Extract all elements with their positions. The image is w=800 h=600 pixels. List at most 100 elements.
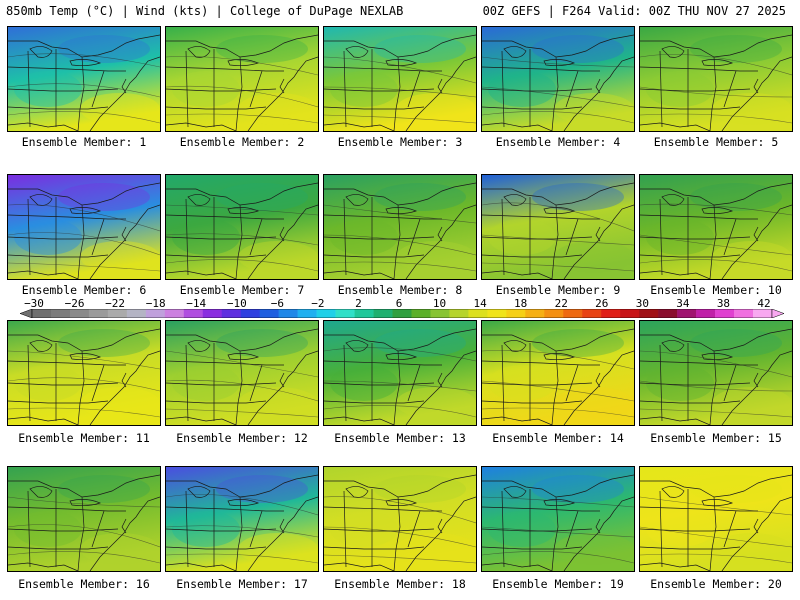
ensemble-member-label: Ensemble Member: 5: [653, 135, 779, 149]
colorbar-swatch: [506, 309, 526, 318]
colorbar-tick-label: 26: [595, 297, 609, 310]
ensemble-member-label: Ensemble Member: 10: [650, 283, 782, 297]
colorbar-swatch: [734, 309, 754, 318]
temperature-map: [324, 27, 476, 131]
colorbar-swatch: [297, 309, 317, 318]
colorbar-tick-label: 14: [473, 297, 487, 310]
ensemble-panel: [165, 466, 319, 572]
temperature-map: [324, 321, 476, 425]
ensemble-panel: [7, 26, 161, 132]
colorbar-tick-label: 18: [514, 297, 528, 310]
header-valid-time: 00Z GEFS | F264 Valid: 00Z THU NOV 27 20…: [482, 4, 786, 18]
colorbar-swatch: [658, 309, 678, 318]
ensemble-panel: [481, 174, 635, 280]
colorbar-tick-label: 42: [757, 297, 771, 310]
colorbar-tick-label: 22: [554, 297, 568, 310]
colorbar-tick-label: −18: [145, 297, 166, 310]
colorbar-swatch: [620, 309, 640, 318]
ensemble-member-label: Ensemble Member: 7: [179, 283, 305, 297]
colorbar-swatch: [202, 309, 223, 318]
temperature-map: [8, 175, 160, 279]
temperature-map: [8, 467, 160, 571]
colorbar-swatch: [278, 309, 298, 318]
colorbar-swatch: [696, 309, 716, 318]
colorbar-swatch: [525, 309, 545, 318]
ensemble-panel: [481, 466, 635, 572]
ensemble-member-label: Ensemble Member: 20: [650, 577, 782, 591]
temperature-map: [640, 467, 792, 571]
temperature-map: [166, 27, 318, 131]
colorbar-tick-label: 34: [676, 297, 690, 310]
colorbar-swatch: [69, 309, 90, 318]
ensemble-panel: [323, 320, 477, 426]
ensemble-panel: [323, 466, 477, 572]
colorbar-swatch: [468, 309, 488, 318]
colorbar-tick-label: 2: [355, 297, 362, 310]
temperature-map: [482, 321, 634, 425]
temperature-map: [166, 467, 318, 571]
colorbar-swatch: [753, 309, 773, 318]
colorbar-swatch: [221, 309, 242, 318]
temperature-map: [640, 27, 792, 131]
colorbar-swatch: [582, 309, 602, 318]
colorbar-tick-label: −22: [105, 297, 126, 310]
temperature-map: [324, 175, 476, 279]
colorbar-tick-label: 6: [395, 297, 403, 310]
temperature-map: [324, 467, 476, 571]
ensemble-panel: [481, 320, 635, 426]
ensemble-panel: [639, 26, 793, 132]
colorbar-tick-label: −10: [226, 297, 247, 310]
temperature-map: [482, 175, 634, 279]
colorbar-swatch: [449, 309, 469, 318]
colorbar-tick-label: 10: [432, 297, 447, 310]
ensemble-member-label: Ensemble Member: 9: [495, 283, 621, 297]
ensemble-panel: [639, 174, 793, 280]
colorbar-swatch: [373, 309, 393, 318]
ensemble-panel: [323, 174, 477, 280]
ensemble-member-label: Ensemble Member: 11: [18, 431, 150, 445]
colorbar-swatch: [411, 309, 431, 318]
ensemble-panel: [7, 466, 161, 572]
colorbar-swatch: [677, 309, 697, 318]
colorbar-swatch: [639, 309, 659, 318]
ensemble-member-label: Ensemble Member: 1: [21, 135, 147, 149]
ensemble-member-label: Ensemble Member: 8: [337, 283, 463, 297]
colorbar-swatch: [107, 309, 128, 318]
temperature-colorbar: [20, 309, 784, 318]
ensemble-panel: [7, 174, 161, 280]
ensemble-panel: [7, 320, 161, 426]
ensemble-member-label: Ensemble Member: 19: [492, 577, 624, 591]
colorbar-swatch: [544, 309, 564, 318]
colorbar-swatch: [487, 309, 507, 318]
ensemble-member-label: Ensemble Member: 13: [334, 431, 466, 445]
colorbar-max-arrow: [771, 309, 784, 318]
ensemble-member-label: Ensemble Member: 6: [21, 283, 147, 297]
temperature-map: [8, 321, 160, 425]
colorbar-tick-label: −6: [270, 297, 284, 310]
colorbar-swatch: [715, 309, 735, 318]
header-title: 850mb Temp (°C) | Wind (kts) | College o…: [6, 4, 404, 18]
colorbar-tick-label: 30: [635, 297, 649, 310]
ensemble-panel: [165, 174, 319, 280]
temperature-map: [166, 321, 318, 425]
colorbar-swatch: [50, 309, 71, 318]
temperature-map: [482, 467, 634, 571]
colorbar-tick-label: 38: [716, 297, 731, 310]
temperature-map: [640, 321, 792, 425]
colorbar-swatch: [126, 309, 147, 318]
ensemble-member-label: Ensemble Member: 17: [176, 577, 308, 591]
ensemble-member-label: Ensemble Member: 18: [334, 577, 466, 591]
colorbar-tick-label: −14: [186, 297, 207, 310]
ensemble-member-label: Ensemble Member: 15: [650, 431, 782, 445]
colorbar-tick-label: −26: [64, 297, 85, 310]
colorbar-swatch: [563, 309, 583, 318]
temperature-map: [166, 175, 318, 279]
ensemble-member-label: Ensemble Member: 3: [337, 135, 463, 149]
colorbar-swatch: [316, 309, 336, 318]
colorbar-swatch: [183, 309, 204, 318]
ensemble-member-label: Ensemble Member: 14: [492, 431, 624, 445]
ensemble-member-label: Ensemble Member: 12: [176, 431, 308, 445]
colorbar-swatch: [164, 309, 185, 318]
colorbar-swatch: [259, 309, 279, 318]
ensemble-panel: [639, 320, 793, 426]
